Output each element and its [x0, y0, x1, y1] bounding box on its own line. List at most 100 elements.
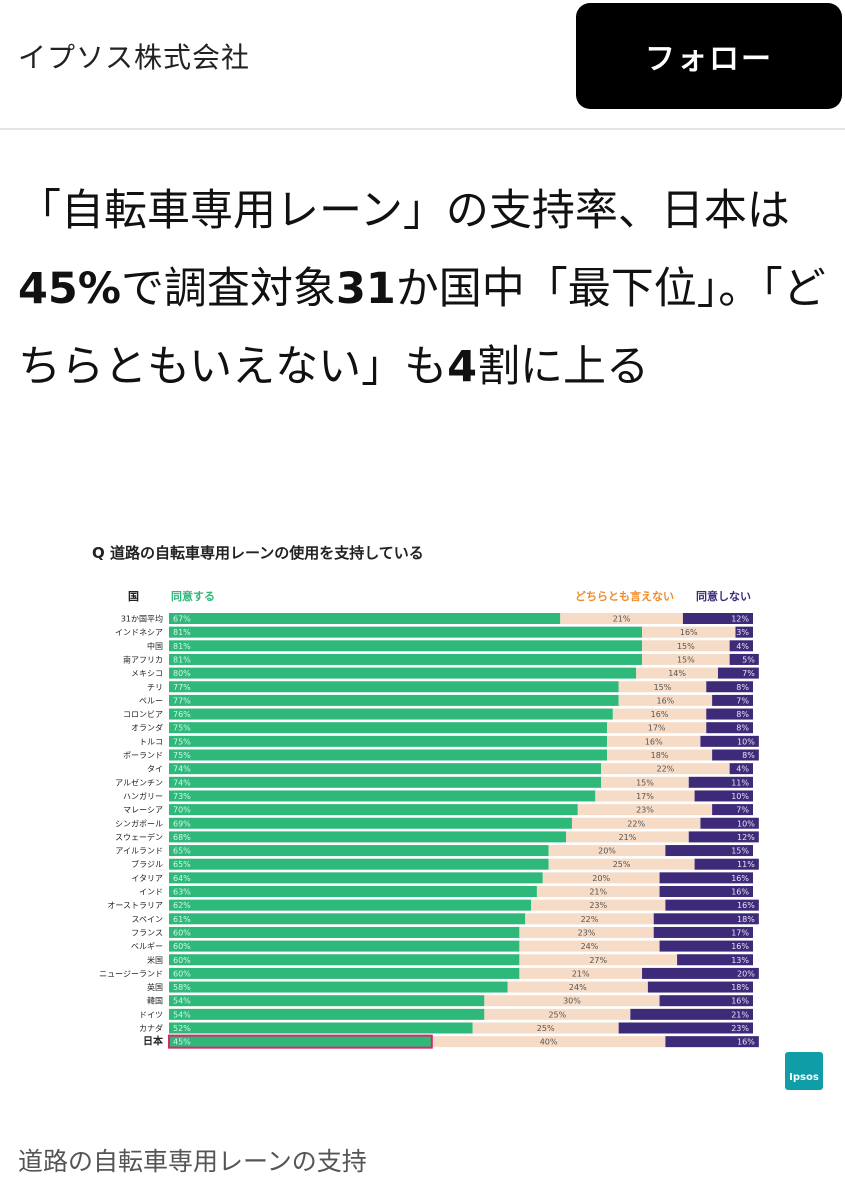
bar-segment [694, 858, 759, 870]
bar-segment [169, 886, 537, 897]
headline-part: で調査対象 [120, 264, 336, 314]
legend-disagree: 同意しない [696, 589, 751, 603]
data-label: 16% [680, 628, 698, 637]
bar-segment [560, 613, 683, 624]
category-label: 米国 [147, 955, 163, 965]
data-label: 18% [737, 915, 755, 924]
data-label: 77% [173, 683, 191, 692]
bar-segment [169, 640, 643, 652]
category-label: コロンビア [123, 710, 163, 719]
data-label: 16% [657, 696, 675, 705]
data-label: 20% [592, 874, 610, 883]
data-label: 16% [731, 874, 749, 883]
category-label: ポーランド [123, 751, 163, 760]
category-label: 韓国 [147, 996, 163, 1006]
data-label: 17% [648, 724, 666, 733]
bar-segment [694, 790, 753, 802]
category-label: 南アフリカ [123, 654, 163, 664]
company-name[interactable]: イプソス株式会社 [18, 41, 251, 74]
data-label: 60% [173, 956, 191, 965]
data-label: 65% [173, 860, 191, 869]
data-label: 62% [173, 901, 191, 910]
bar-segment [607, 749, 713, 761]
bar-segment [525, 913, 654, 925]
bar-segment [169, 967, 520, 979]
data-label: 16% [651, 710, 669, 719]
data-label: 21% [572, 969, 590, 978]
data-label: 73% [173, 792, 191, 801]
bar-segment [659, 940, 753, 952]
category-label: カナダ [139, 1023, 163, 1033]
category-label: スウェーデン [115, 832, 163, 842]
data-label: 54% [173, 997, 191, 1006]
follow-button[interactable]: フォロー [576, 3, 842, 109]
data-label: 75% [173, 724, 191, 733]
bar-segment [519, 940, 660, 952]
bar-segment [712, 749, 759, 761]
data-label: 22% [657, 765, 675, 774]
category-label: アイルランド [115, 847, 163, 856]
bar-segment [169, 981, 508, 993]
bar-segment [688, 776, 753, 788]
bar-segment [169, 995, 485, 1007]
bar-segment [612, 708, 707, 720]
data-label: 61% [173, 915, 191, 924]
category-label: イタリア [131, 874, 163, 883]
data-label: 8% [742, 751, 755, 760]
data-label: 40% [540, 1038, 558, 1047]
bar-segment [431, 1036, 666, 1048]
bar-segment [700, 735, 759, 747]
data-label: 16% [731, 888, 749, 897]
data-label: 23% [578, 928, 596, 937]
data-label: 70% [173, 806, 191, 815]
category-label: チリ [147, 683, 163, 692]
bar-segment [571, 817, 701, 829]
bar-segment [169, 749, 607, 761]
data-label: 65% [173, 847, 191, 856]
data-label: 17% [636, 792, 654, 801]
data-label: 52% [173, 1024, 191, 1033]
data-label: 69% [173, 819, 191, 828]
category-label: 31か国平均 [121, 614, 163, 624]
data-label: 30% [563, 997, 581, 1006]
bar-segment [659, 995, 753, 1007]
data-label: 18% [731, 983, 749, 992]
legend-neutral: どちらとも言えない [575, 589, 674, 603]
category-label: ペルー [139, 696, 163, 705]
data-label: 22% [581, 915, 599, 924]
bar-segment [169, 681, 619, 693]
category-label: ニュージーランド [99, 969, 163, 978]
bar-segment [642, 640, 730, 652]
data-label: 74% [173, 765, 191, 774]
bar-segment [729, 763, 753, 775]
bar-segment [169, 831, 567, 843]
data-label: 16% [731, 997, 749, 1006]
category-label: シンガポール [115, 818, 163, 828]
bar-segment [706, 708, 753, 720]
bar-segment [472, 1022, 619, 1034]
category-label: フランス [131, 928, 163, 937]
data-label: 4% [736, 765, 749, 774]
bar-segment [484, 995, 660, 1007]
bar-segment [735, 626, 753, 638]
data-label: 7% [736, 806, 749, 815]
bar-segment [601, 776, 689, 788]
bar-segment [729, 653, 759, 665]
bar-segment [712, 804, 753, 816]
bar-segment [507, 981, 648, 993]
data-label: 10% [731, 792, 749, 801]
data-label: 21% [619, 833, 637, 842]
data-label: 16% [731, 942, 749, 951]
data-label: 23% [636, 806, 654, 815]
bar-segment [682, 613, 753, 624]
bar-segment [607, 722, 707, 734]
data-label: 25% [537, 1024, 555, 1033]
bar-segment [519, 954, 678, 966]
bar-segment [169, 1022, 473, 1034]
data-label: 45% [173, 1038, 191, 1047]
bar-segment [706, 722, 753, 734]
bar-segment [636, 667, 718, 679]
bar-segment [577, 804, 713, 816]
bar-segment [169, 613, 561, 624]
